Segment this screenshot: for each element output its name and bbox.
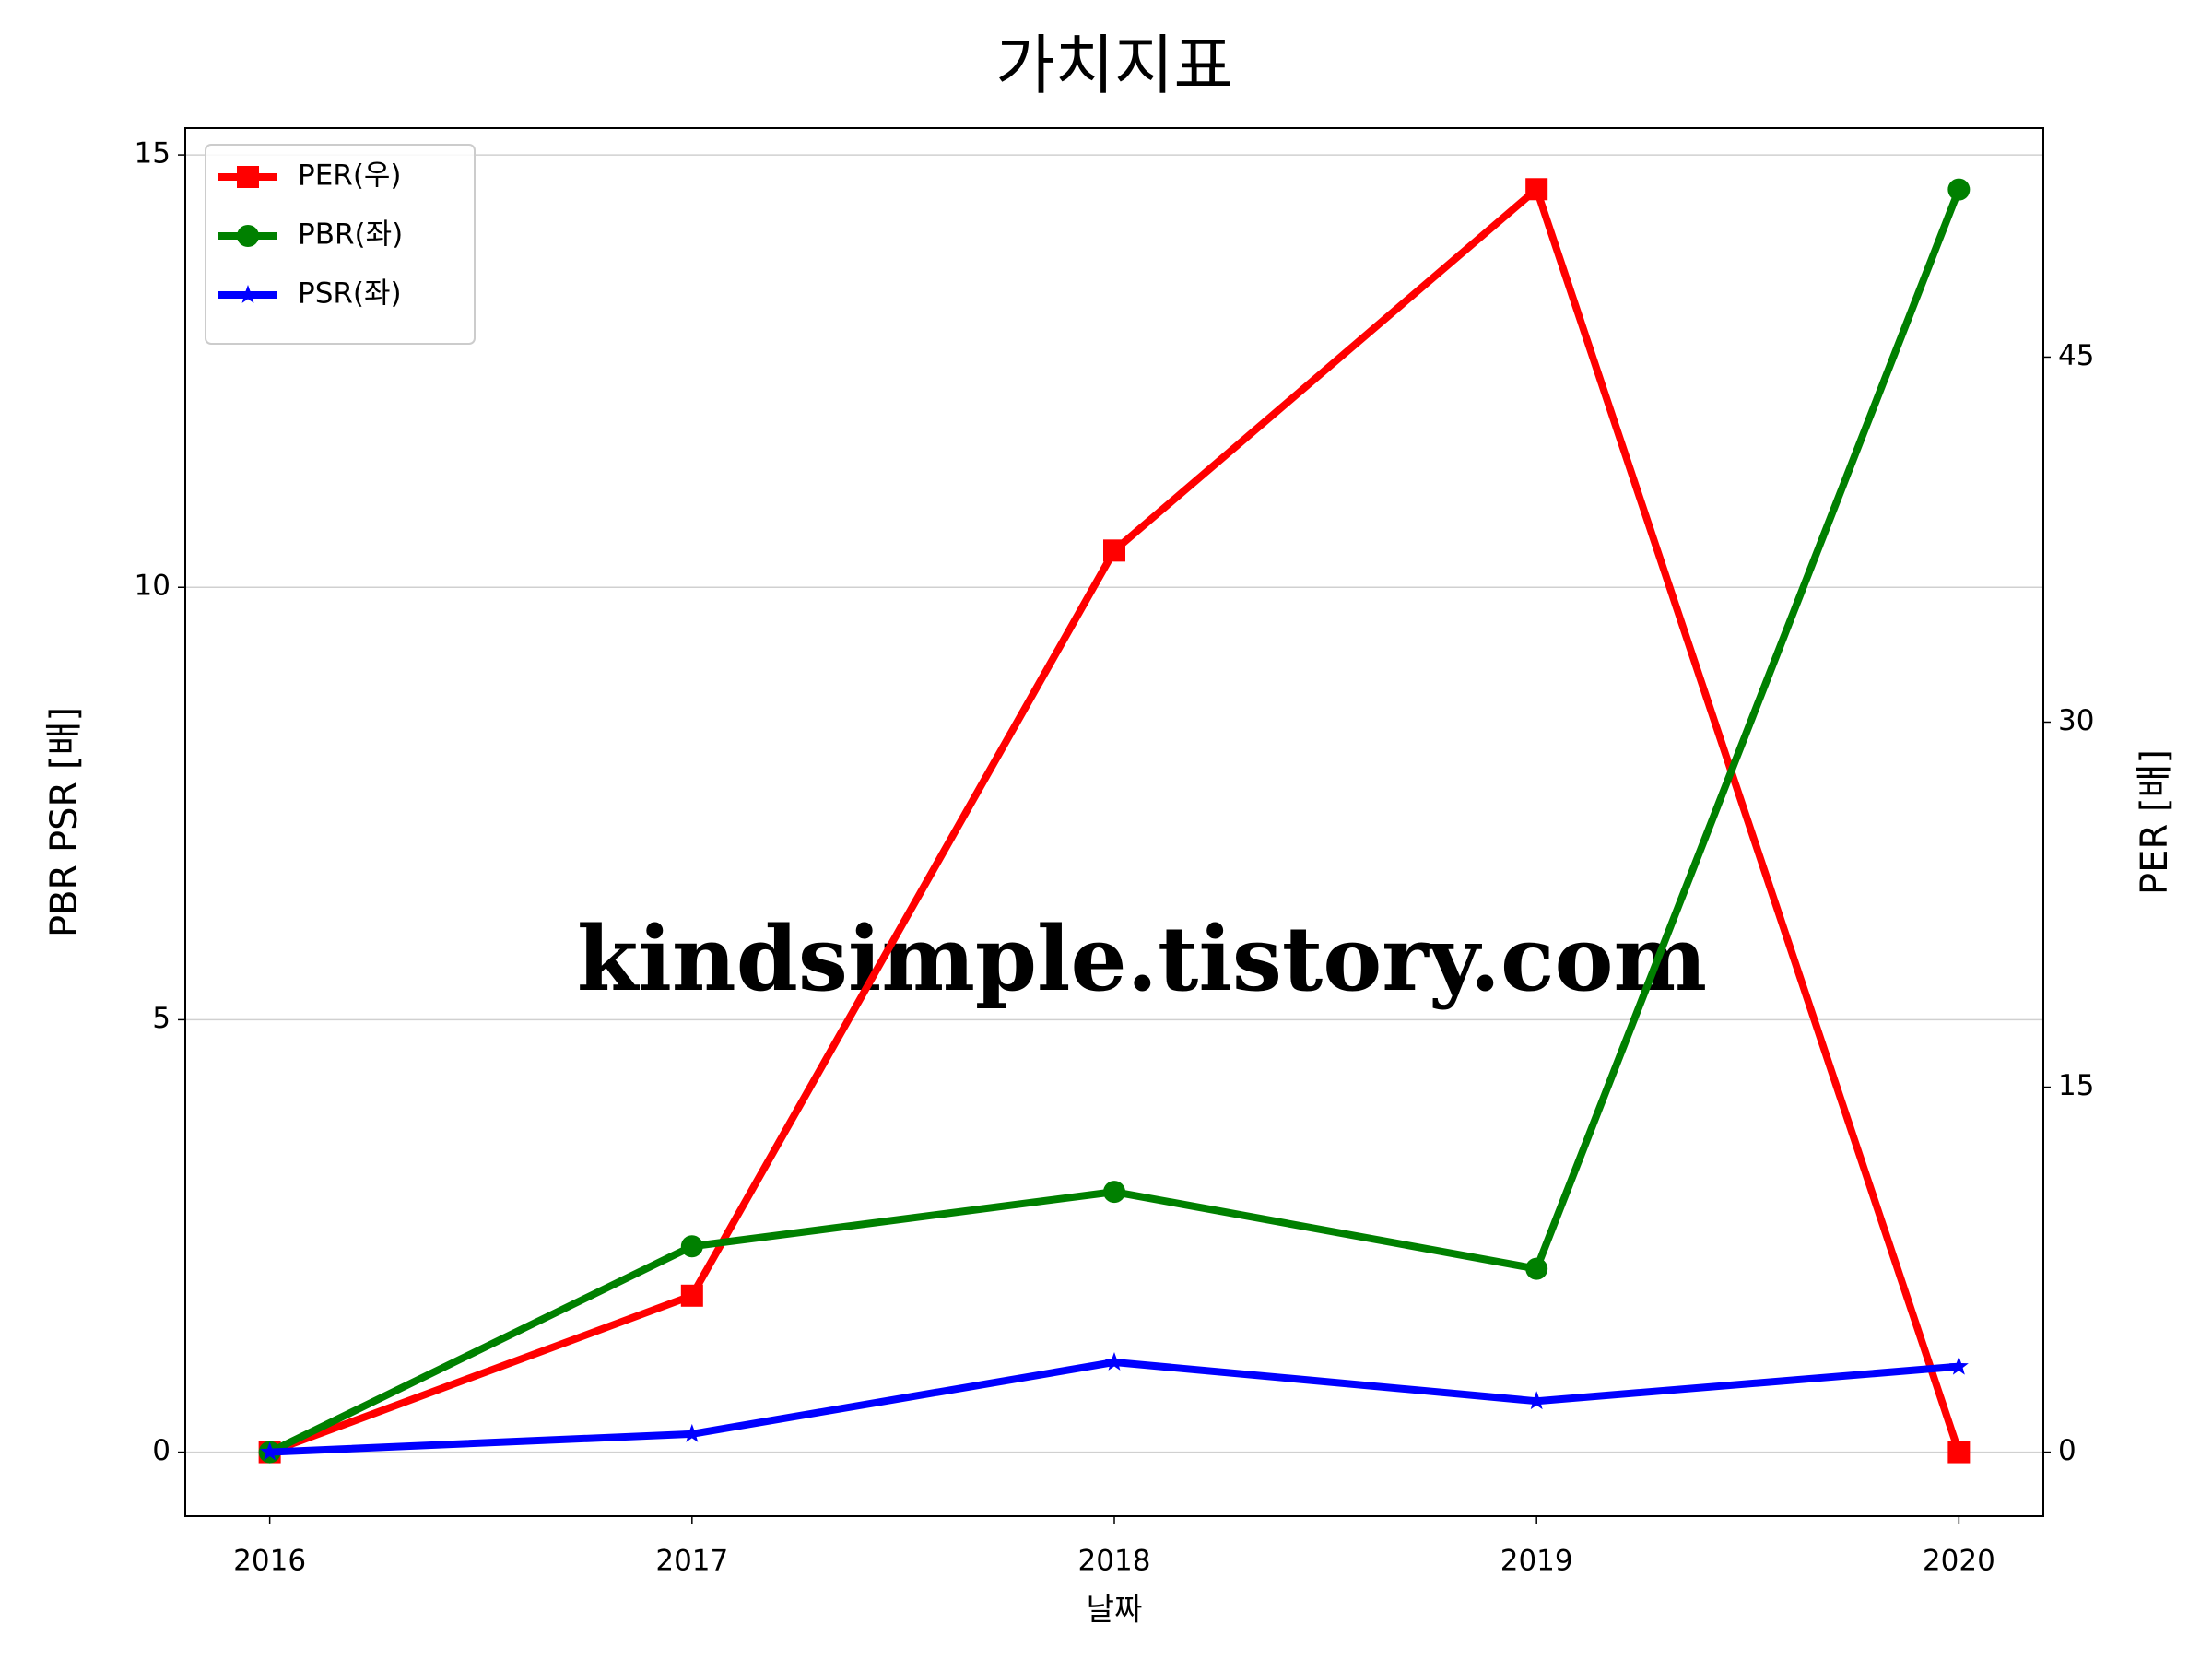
y-tick-label: 15 bbox=[135, 137, 171, 171]
chart-title: 가치지표 bbox=[995, 28, 1233, 103]
legend-label: PBR(좌) bbox=[298, 218, 403, 252]
marker bbox=[680, 1235, 703, 1258]
x-tick-label: 2018 bbox=[1078, 1545, 1151, 1578]
marker bbox=[1948, 1356, 1969, 1375]
legend-label: PER(우) bbox=[298, 159, 402, 193]
y2-tick-label: 45 bbox=[2058, 339, 2094, 372]
y-tick-label: 0 bbox=[152, 1434, 171, 1467]
marker bbox=[1103, 1181, 1125, 1204]
marker bbox=[1947, 1441, 1971, 1464]
y-tick-label: 5 bbox=[152, 1002, 171, 1035]
plot-frame bbox=[184, 127, 2044, 1517]
y-axis-label: PBR PSR [배] bbox=[43, 707, 86, 937]
marker bbox=[1525, 178, 1548, 201]
y-tick-label: 10 bbox=[135, 570, 171, 603]
legend-label: PSR(좌) bbox=[298, 277, 402, 311]
x-tick-label: 2016 bbox=[233, 1545, 306, 1578]
y2-axis-label: PER [배] bbox=[2134, 749, 2176, 895]
marker bbox=[682, 1423, 702, 1442]
watermark: kindsimple.tistory.com bbox=[577, 907, 1707, 1011]
x-tick-label: 2017 bbox=[655, 1545, 728, 1578]
marker bbox=[1103, 539, 1125, 562]
marker bbox=[260, 1441, 280, 1461]
marker bbox=[1947, 178, 1971, 201]
marker bbox=[1104, 1351, 1124, 1371]
marker bbox=[1526, 1391, 1547, 1410]
x-tick-label: 2019 bbox=[1500, 1545, 1573, 1578]
x-axis-label: 날짜 bbox=[1087, 1592, 1143, 1628]
legend-marker bbox=[237, 166, 259, 188]
legend-marker bbox=[237, 225, 259, 247]
y2-tick-label: 0 bbox=[2058, 1434, 2077, 1467]
marker bbox=[1525, 1257, 1548, 1280]
y2-tick-label: 15 bbox=[2058, 1069, 2094, 1102]
marker bbox=[680, 1284, 703, 1307]
x-tick-label: 2020 bbox=[1923, 1545, 1995, 1578]
y2-tick-label: 30 bbox=[2058, 704, 2094, 737]
legend-marker bbox=[238, 285, 258, 303]
